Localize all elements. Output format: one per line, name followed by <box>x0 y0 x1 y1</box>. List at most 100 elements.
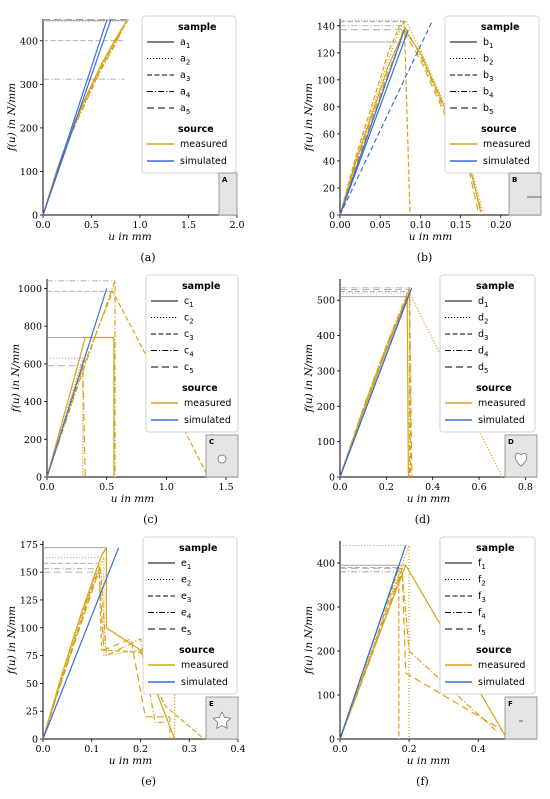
y-tick-label: 300 <box>20 80 38 91</box>
y-axis-label: f(u) in N/mm <box>6 83 18 152</box>
legend-label-simulated: simulated <box>184 415 231 426</box>
legend-label-letter: b <box>483 37 489 48</box>
legend-label-measured: measured <box>478 660 525 671</box>
y-tick-label: 60 <box>323 129 335 140</box>
legend-label-letter: c <box>184 329 189 340</box>
simulated-curve <box>339 287 413 478</box>
legend-source-title: source <box>476 645 512 656</box>
legend-label-d4: d4 <box>478 346 489 359</box>
panel-c: 0.0 0.5 1.0 1.5 0 200 400 600 800 1000 u in mm f(u)… <box>10 274 239 526</box>
legend-label-f5: f5 <box>478 624 486 637</box>
star-hole-icon <box>212 711 232 729</box>
legend-label-index: 3 <box>189 334 193 342</box>
x-tick-label: 0.0 <box>35 744 50 755</box>
panel-caption: (b) <box>417 251 433 264</box>
legend-box <box>439 274 536 433</box>
legend-label-d3: d3 <box>478 329 489 342</box>
legend-label-index: 5 <box>489 108 493 116</box>
y-tick-label: 80 <box>323 102 335 113</box>
simulated-curve <box>42 19 112 216</box>
x-tick-label: 0.20 <box>490 220 511 231</box>
measured-curve-a3 <box>42 23 127 216</box>
legend-label-letter: e <box>181 608 187 619</box>
legend-label-index: 1 <box>484 301 488 309</box>
y-tick-label: 200 <box>317 647 335 658</box>
legend-label-simulated: simulated <box>478 415 525 426</box>
y-axis-label: f(u) in N/mm <box>10 344 22 413</box>
measured-curve-c4 <box>46 280 116 478</box>
legend-label-d1: d1 <box>478 296 489 309</box>
simulated-curve <box>339 29 405 216</box>
legend-label-f1: f1 <box>478 558 486 571</box>
inset-box <box>205 696 239 740</box>
panel-caption: (a) <box>140 251 155 264</box>
y-tick-label: 120 <box>317 48 335 59</box>
legend-label-letter: e <box>181 591 187 602</box>
x-tick-label: 0.5 <box>99 482 114 493</box>
legend-label-d2: d2 <box>478 313 489 326</box>
legend-label-index: 1 <box>481 563 485 571</box>
legend-label-e4: e4 <box>181 608 192 621</box>
legend-label-index: 5 <box>481 629 485 637</box>
measured-curve-e4 <box>42 568 165 740</box>
legend-label-e2: e2 <box>181 575 191 588</box>
panel-caption: (c) <box>143 513 158 526</box>
y-tick-label: 20 <box>323 183 335 194</box>
legend-label-f4: f4 <box>478 608 486 621</box>
legend-label-f3: f3 <box>478 591 486 604</box>
legend-label-letter: c <box>184 296 189 307</box>
legend-label-simulated: simulated <box>181 677 228 688</box>
x-tick-label: 1.0 <box>132 220 147 231</box>
legend-label-b4: b4 <box>483 87 494 100</box>
legend-label-c1: c1 <box>184 296 194 309</box>
y-tick-label: 200 <box>20 123 38 134</box>
y-tick-label: 125 <box>20 595 38 606</box>
x-tick-label: 0.6 <box>472 482 487 493</box>
legend-label-measured: measured <box>483 139 530 150</box>
measured-curve-c3 <box>46 290 209 478</box>
legend-label-b1: b1 <box>483 37 494 50</box>
inset-box <box>508 172 542 216</box>
inset-label: D <box>508 438 514 446</box>
x-tick-label: 0.4 <box>471 744 486 755</box>
y-tick-label: 150 <box>20 568 38 579</box>
legend-label-letter: f <box>478 575 482 586</box>
legend-label-letter: b <box>483 87 489 98</box>
legend-label-f2: f2 <box>478 575 486 588</box>
legend-label-index: 3 <box>489 75 493 83</box>
y-tick-label: 100 <box>317 75 335 86</box>
y-tick-label: 1000 <box>18 284 42 295</box>
legend-label-letter: c <box>184 313 189 324</box>
measured-curve-f4 <box>339 571 496 740</box>
x-tick-label: 0.3 <box>182 744 197 755</box>
x-axis-label: u in mm <box>407 493 451 505</box>
panel-d: 0.0 0.2 0.4 0.6 0.8 0 100 200 300 400 500 u in mm f(… <box>303 274 538 526</box>
y-tick-label: 100 <box>317 691 335 702</box>
legend-label-index: 2 <box>481 580 485 588</box>
y-tick-label: 200 <box>317 402 335 413</box>
legend-sample-title: sample <box>178 22 216 33</box>
panel-caption: (e) <box>141 775 156 788</box>
legend-label-letter: e <box>181 624 187 635</box>
legend-label-letter: a <box>180 37 186 48</box>
y-tick-label: 100 <box>20 167 38 178</box>
x-tick-label: 1.0 <box>159 482 174 493</box>
y-tick-label: 100 <box>317 437 335 448</box>
x-axis-label: u in mm <box>109 755 153 767</box>
y-tick-label: 400 <box>20 36 38 47</box>
y-tick-label: 300 <box>317 603 335 614</box>
y-tick-label: 0 <box>32 211 38 222</box>
x-tick-label: 0.1 <box>84 744 99 755</box>
measured-curve-d5 <box>339 289 413 478</box>
legend-label-letter: c <box>184 346 189 357</box>
x-tick-label: 0.0 <box>35 220 50 231</box>
y-tick-label: 25 <box>26 707 38 718</box>
legend-label-letter: f <box>478 624 482 635</box>
legend-label-a5: a5 <box>180 103 190 116</box>
legend-sample-title: sample <box>476 281 514 292</box>
x-tick-label: 2.0 <box>229 220 244 231</box>
legend-label-a1: a1 <box>180 37 190 50</box>
x-tick-label: 0.2 <box>402 744 417 755</box>
y-tick-label: 0 <box>329 211 335 222</box>
